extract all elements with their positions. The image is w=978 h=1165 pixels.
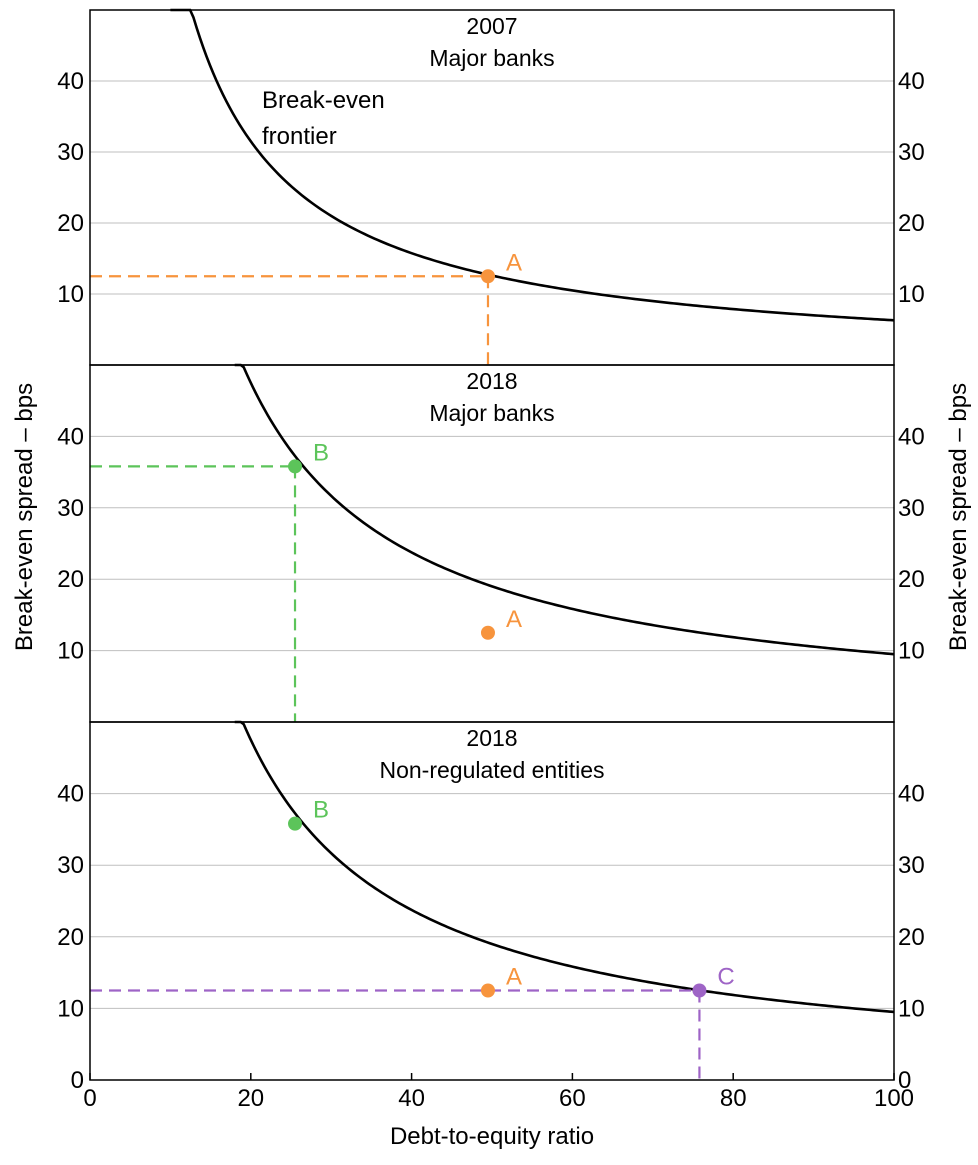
ytick-right-p2-30: 30 <box>898 495 925 522</box>
panel-frame-p3 <box>89 721 895 1081</box>
point-label-A-p2: A <box>506 606 522 633</box>
y-axis-label-right: Break-even spread – bps <box>945 383 972 651</box>
ytick-left-p1-40: 40 <box>57 68 84 95</box>
ytick-right-p2-40: 40 <box>898 423 925 450</box>
ytick-left-p1-30: 30 <box>57 139 84 166</box>
frontier-curve-p3 <box>234 720 895 1014</box>
ytick-right-p3-30: 30 <box>898 852 925 879</box>
ytick-right-p1-40: 40 <box>898 68 925 95</box>
ytick-right-p1-30: 30 <box>898 139 925 166</box>
ytick-left-p1-20: 20 <box>57 210 84 237</box>
panel-title-p2: 2018 <box>466 368 517 394</box>
xtick-label-40: 40 <box>398 1085 425 1112</box>
point-label-A-p3: A <box>506 964 522 991</box>
ytick-left-p1-10: 10 <box>57 281 84 308</box>
panel-title-p3: 2018 <box>466 725 517 751</box>
ytick-left-p2-30: 30 <box>57 495 84 522</box>
ytick-left-p3-30: 30 <box>57 852 84 879</box>
ytick-right-p2-10: 10 <box>898 638 925 665</box>
y-axis-label-left: Break-even spread – bps <box>11 383 38 651</box>
point-B-p2 <box>288 459 303 474</box>
frontier-annotation-line-2: frontier <box>262 123 337 150</box>
point-A-p3 <box>480 983 495 998</box>
ytick-right-p2-20: 20 <box>898 566 925 593</box>
panel-subtitle-p1: Major banks <box>429 45 554 71</box>
ytick-left-p3-0: 0 <box>71 1067 84 1094</box>
frontier-curve-p1 <box>170 8 895 322</box>
point-A-p2 <box>480 625 495 640</box>
point-label-B-p2: B <box>313 439 329 466</box>
frontier-curve-p2 <box>234 363 895 656</box>
xtick-label-60: 60 <box>559 1085 586 1112</box>
ytick-left-p2-10: 10 <box>57 638 84 665</box>
xtick-label-20: 20 <box>237 1085 264 1112</box>
point-label-A-p1: A <box>506 249 522 276</box>
point-label-C-p3: C <box>717 964 734 991</box>
point-A-p1 <box>480 269 495 284</box>
ytick-left-p3-10: 10 <box>57 995 84 1022</box>
ytick-right-p3-40: 40 <box>898 781 925 808</box>
xtick-label-80: 80 <box>720 1085 747 1112</box>
ytick-right-p3-10: 10 <box>898 995 925 1022</box>
point-C-p3 <box>692 983 707 998</box>
point-label-B-p3: B <box>313 797 329 824</box>
ytick-left-p3-40: 40 <box>57 781 84 808</box>
x-axis-label: Debt-to-equity ratio <box>390 1123 594 1150</box>
ytick-left-p2-40: 40 <box>57 423 84 450</box>
point-B-p3 <box>288 816 303 831</box>
ytick-right-p1-20: 20 <box>898 210 925 237</box>
panel-subtitle-p3: Non-regulated entities <box>379 757 604 783</box>
frontier-annotation-line-1: Break-even <box>262 87 385 114</box>
xtick-label-0: 0 <box>83 1085 96 1112</box>
panel-title-p1: 2007 <box>466 13 517 39</box>
xtick-label-100: 100 <box>874 1085 914 1112</box>
ytick-right-p3-0: 0 <box>898 1067 911 1094</box>
ytick-right-p3-20: 20 <box>898 924 925 951</box>
ytick-right-p1-10: 10 <box>898 281 925 308</box>
ytick-left-p3-20: 20 <box>57 924 84 951</box>
ytick-left-p2-20: 20 <box>57 566 84 593</box>
panel-subtitle-p2: Major banks <box>429 400 554 426</box>
